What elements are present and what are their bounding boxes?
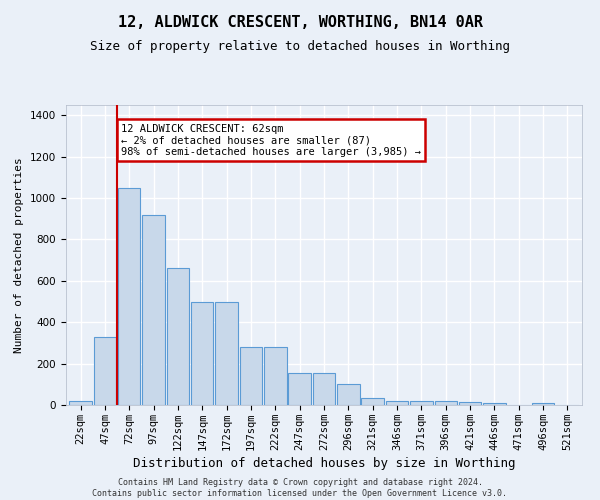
Bar <box>483 403 506 405</box>
Bar <box>410 401 433 405</box>
Bar <box>118 188 140 405</box>
Bar <box>434 401 457 405</box>
Bar <box>361 398 384 405</box>
X-axis label: Distribution of detached houses by size in Worthing: Distribution of detached houses by size … <box>133 457 515 470</box>
Text: Size of property relative to detached houses in Worthing: Size of property relative to detached ho… <box>90 40 510 53</box>
Text: 12, ALDWICK CRESCENT, WORTHING, BN14 0AR: 12, ALDWICK CRESCENT, WORTHING, BN14 0AR <box>118 15 482 30</box>
Bar <box>215 302 238 405</box>
Bar <box>142 214 165 405</box>
Bar <box>337 384 359 405</box>
Bar <box>386 401 408 405</box>
Y-axis label: Number of detached properties: Number of detached properties <box>14 157 25 353</box>
Text: Contains HM Land Registry data © Crown copyright and database right 2024.
Contai: Contains HM Land Registry data © Crown c… <box>92 478 508 498</box>
Bar <box>94 336 116 405</box>
Bar <box>313 373 335 405</box>
Bar <box>264 347 287 405</box>
Bar <box>191 302 214 405</box>
Bar <box>532 404 554 405</box>
Text: 12 ALDWICK CRESCENT: 62sqm
← 2% of detached houses are smaller (87)
98% of semi-: 12 ALDWICK CRESCENT: 62sqm ← 2% of detac… <box>121 124 421 157</box>
Bar <box>240 347 262 405</box>
Bar <box>459 402 481 405</box>
Bar <box>167 268 189 405</box>
Bar <box>289 373 311 405</box>
Bar <box>70 401 92 405</box>
